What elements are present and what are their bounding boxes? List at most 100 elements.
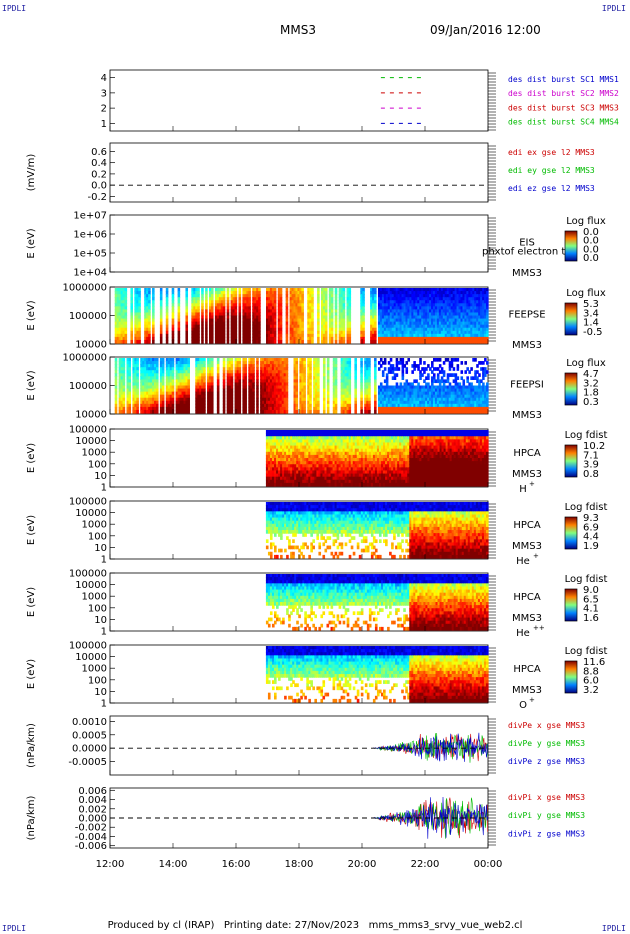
spectrogram-cell: [134, 309, 137, 314]
spectrogram-cell: [226, 324, 230, 329]
spectrogram-cell: [383, 388, 387, 393]
spectrogram-cell: [146, 364, 149, 368]
spectrogram-cell: [438, 315, 442, 320]
spectrogram-cell: [210, 294, 214, 298]
spectrogram-cell: [377, 324, 381, 329]
colorbar-tick-label: 1.4: [583, 318, 599, 329]
spectrogram-cell: [230, 336, 234, 341]
spectrogram-cell: [440, 300, 444, 304]
spectrogram-cell: [155, 406, 159, 411]
spectrogram-cell: [252, 288, 255, 292]
spectrogram-cell: [207, 385, 210, 390]
spectrogram-cell: [423, 324, 426, 329]
spectrogram-cell: [364, 388, 367, 393]
spectrogram-cell: [226, 303, 230, 307]
spectrogram-cell: [177, 391, 181, 396]
spectrogram-cell: [470, 397, 473, 402]
spectrogram-cell: [293, 312, 297, 317]
spectrogram-cell: [403, 382, 407, 387]
spectrogram-cell: [185, 361, 189, 365]
spectrogram-cell: [169, 376, 173, 380]
spectrogram-cell: [440, 397, 444, 402]
spectrogram-cell: [368, 367, 371, 371]
spectrogram-cell: [293, 391, 297, 396]
spectrogram-cell: [134, 409, 137, 414]
spectrogram-cell: [486, 336, 489, 341]
spectrogram-cell: [307, 330, 310, 335]
spectrogram-cell: [425, 294, 428, 298]
spectrogram-cell: [138, 315, 141, 320]
spectrogram-cell: [313, 358, 316, 362]
spectrogram-cell: [260, 367, 263, 371]
spectrogram-cell: [136, 315, 139, 320]
spectrogram-cell: [466, 388, 469, 393]
spectrogram-cell: [291, 315, 295, 320]
spectrogram-cell: [330, 321, 334, 326]
spectrogram-cell: [301, 388, 304, 393]
spectrogram-cell: [232, 339, 236, 344]
spectrogram-cell: [480, 406, 483, 411]
spectrogram-cell: [444, 400, 448, 405]
spectrogram-cell: [248, 409, 251, 414]
spectrogram-cell: [254, 333, 257, 338]
spectrogram-cell: [228, 394, 232, 399]
spectrogram-cell: [364, 397, 367, 402]
spectrogram-cell: [197, 376, 200, 380]
spectrogram-cell: [427, 373, 430, 377]
spectrogram-cell: [309, 291, 312, 295]
spectrogram-cell: [165, 336, 169, 341]
spectrogram-cell: [234, 333, 238, 338]
spectrogram-cell: [460, 300, 464, 304]
spectrogram-cell: [230, 294, 234, 298]
spectrogram-cell: [470, 330, 473, 335]
spectrogram-cell: [179, 373, 183, 377]
spectrogram-cell: [342, 394, 346, 399]
spectrogram-cell: [438, 324, 442, 329]
spectrogram-cell: [269, 376, 273, 380]
spectrogram-cell: [155, 391, 159, 396]
spectrogram-cell: [234, 327, 238, 332]
spectrogram-cell: [315, 364, 318, 368]
spectrogram-cell: [230, 367, 234, 371]
spectrogram-cell: [317, 373, 320, 377]
spectrogram-cell: [279, 376, 283, 380]
spectrogram-cell: [417, 367, 420, 371]
spectrogram-cell: [478, 339, 481, 344]
spectrogram-cell: [199, 361, 202, 365]
spectrogram-cell: [313, 364, 316, 368]
spectrogram-cell: [322, 409, 326, 414]
spectrogram-cell: [248, 309, 251, 314]
spectrogram-cell: [440, 394, 444, 399]
spectrogram-cell: [464, 318, 467, 323]
spectrogram-cell: [442, 312, 446, 317]
spectrogram-cell: [193, 303, 196, 307]
spectrogram-cell: [179, 409, 183, 414]
spectrogram-cell: [128, 364, 132, 368]
spectrogram-cell: [118, 376, 122, 380]
spectrogram-cell: [395, 406, 399, 411]
corner-label-top-left: IPDLI: [2, 4, 27, 13]
spectrogram-cell: [393, 409, 397, 414]
spectrogram-cell: [415, 327, 418, 332]
spectrogram-cell: [409, 336, 412, 341]
spectrogram-cell: [120, 361, 124, 365]
spectrogram-cell: [238, 321, 242, 326]
spectrogram-cell: [262, 382, 265, 387]
spectrogram-cell: [295, 300, 299, 304]
spectrogram-cell: [385, 315, 389, 320]
spectrogram-cell: [470, 300, 473, 304]
spectrogram-cell: [138, 303, 141, 307]
spectrogram-cell: [195, 361, 198, 365]
spectrogram-cell: [301, 379, 304, 384]
spectrogram-cell: [167, 397, 171, 402]
spectrogram-cell: [150, 373, 153, 377]
spectrogram-cell: [175, 382, 179, 387]
spectrogram-cell: [385, 312, 389, 317]
spectrogram-cell: [446, 303, 450, 307]
spectrogram-cell: [395, 403, 399, 408]
spectrogram-cell: [395, 373, 399, 377]
spectrogram-cell: [264, 367, 267, 371]
spectrogram-cell: [264, 391, 267, 396]
spectrogram-cell: [203, 379, 206, 384]
spectrogram-cell: [423, 388, 426, 393]
